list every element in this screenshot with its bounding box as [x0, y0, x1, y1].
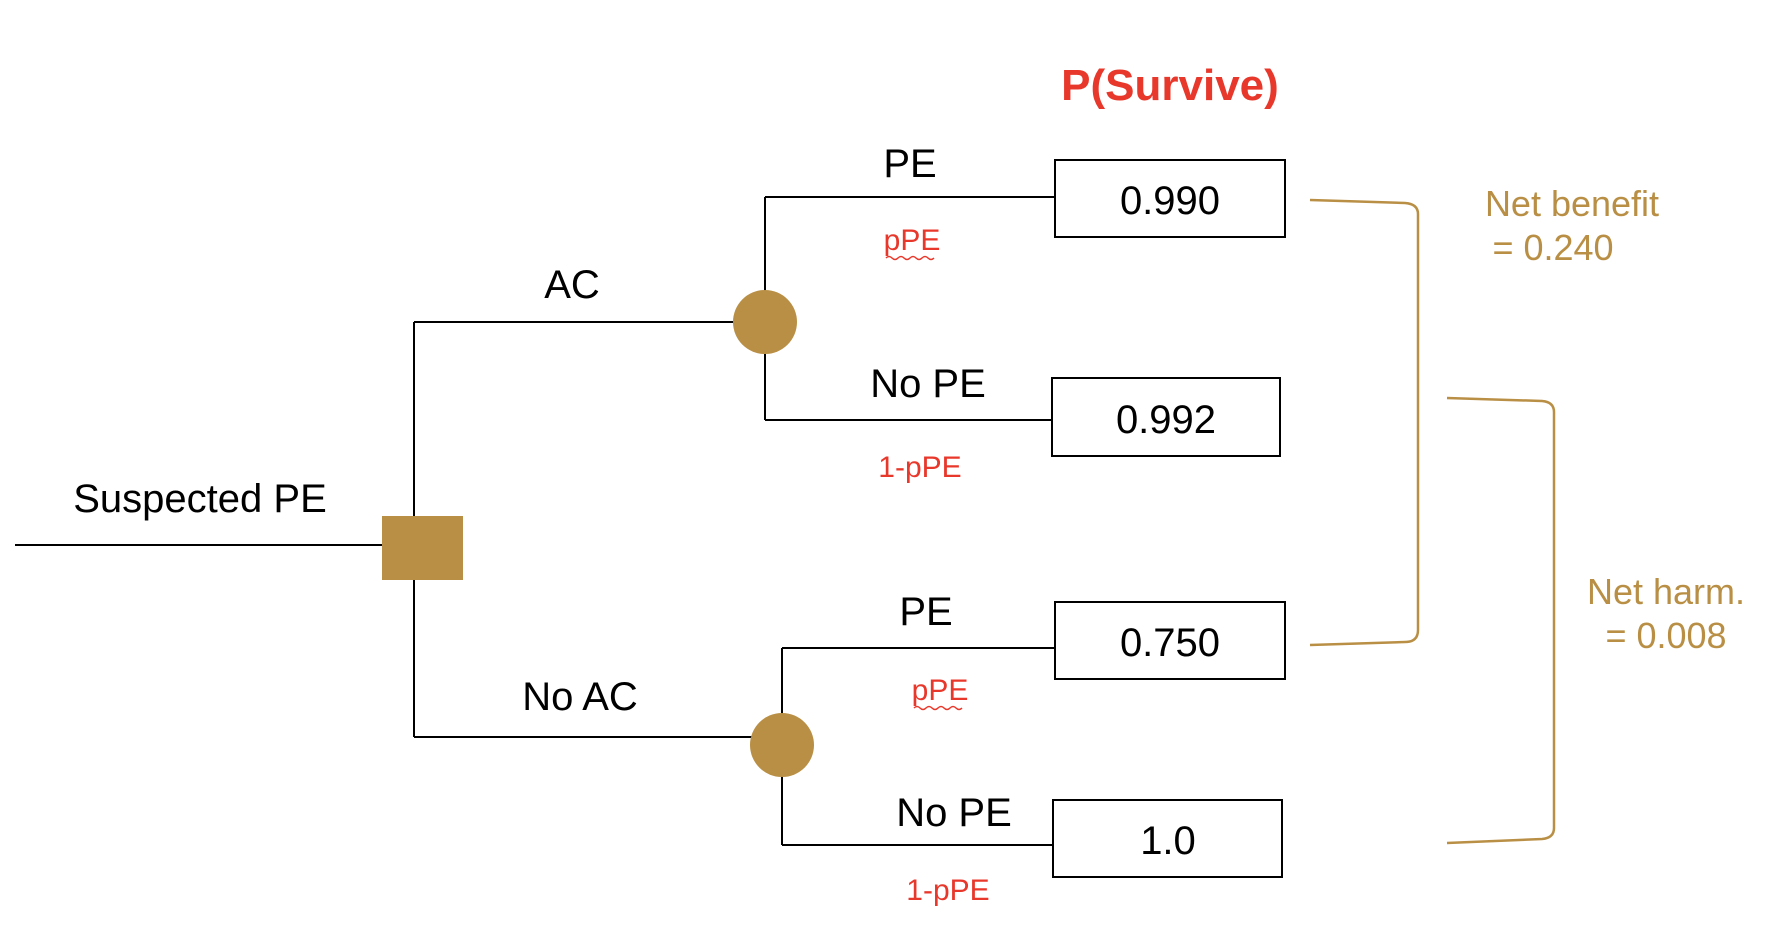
net-benefit-label: Net benefit: [1485, 183, 1659, 224]
no-ac-no-pe-prob: 1-pPE: [906, 874, 989, 907]
decision-node-square: [382, 516, 463, 580]
outcome-box-ac-pe: [1054, 159, 1286, 238]
outcome-value-ac-no-pe: 0.992: [1116, 398, 1216, 442]
net-benefit-value: = 0.240: [1492, 227, 1613, 268]
survival-probability-title: P(Survive): [1061, 61, 1279, 110]
no-ac-branch-label: No AC: [522, 675, 638, 719]
ac-chance-node: [733, 290, 797, 354]
ac-no-pe-prob: 1-pPE: [878, 451, 961, 484]
ac-pe-label: PE: [883, 142, 936, 186]
outcome-value-no-ac-pe: 0.750: [1120, 621, 1220, 665]
no-ac-pe-label: PE: [899, 590, 952, 634]
no-ac-chance-node: [750, 713, 814, 777]
net-harm-value: = 0.008: [1605, 615, 1726, 656]
outcome-box-ac-no-pe: [1051, 377, 1281, 457]
outcome-value-no-ac-no-pe: 1.0: [1140, 819, 1196, 863]
ac-branch-label: AC: [544, 263, 600, 307]
ac-pe-prob: pPE: [884, 224, 941, 257]
ac-no-pe-label: No PE: [870, 362, 986, 406]
net-harm-bracket: [1446, 396, 1556, 845]
root-label: Suspected PE: [73, 477, 327, 521]
ac-pe-prob-squiggle: [885, 255, 935, 261]
outcome-box-no-ac-no-pe: [1052, 799, 1283, 878]
no-ac-pe-prob-squiggle: [913, 705, 963, 711]
outcome-value-ac-pe: 0.990: [1120, 179, 1220, 223]
net-benefit-bracket: [1309, 198, 1420, 647]
no-ac-pe-prob: pPE: [912, 674, 969, 707]
no-ac-no-pe-label: No PE: [896, 791, 1012, 835]
outcome-box-no-ac-pe: [1054, 601, 1286, 680]
net-harm-label: Net harm.: [1587, 571, 1745, 612]
